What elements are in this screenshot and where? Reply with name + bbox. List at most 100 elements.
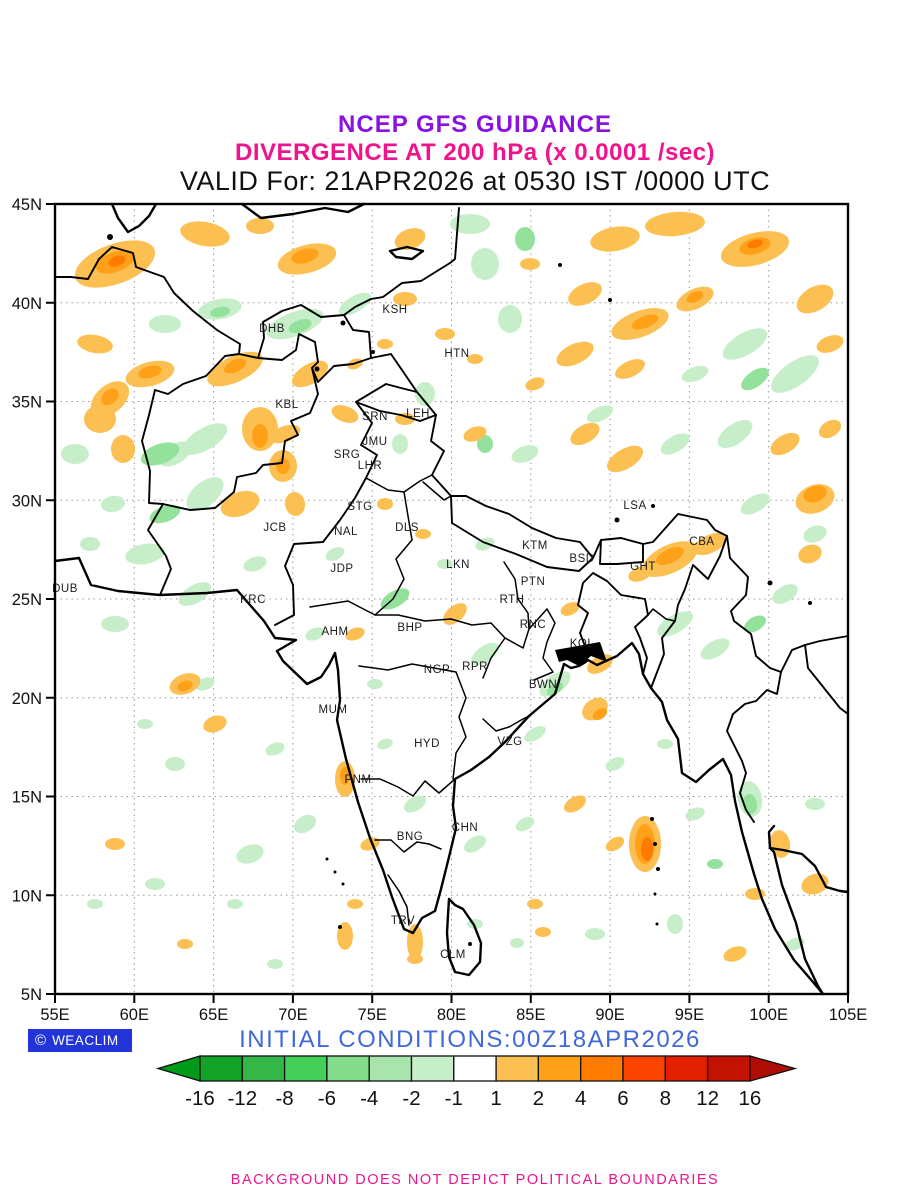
field-blob-g1 xyxy=(667,914,683,934)
y-axis-label: 15N xyxy=(12,789,42,807)
station-label-krc: KRC xyxy=(240,594,266,606)
field-blob-o1 xyxy=(220,490,260,518)
field-blob-o1 xyxy=(525,377,545,391)
field-blob-o3 xyxy=(641,837,653,861)
field-blob-g1 xyxy=(511,445,539,463)
page-title: NCEP GFS GUIDANCE xyxy=(338,111,612,138)
field-blob-g1 xyxy=(700,638,730,660)
field-blob-o1 xyxy=(177,939,193,949)
colorbar-segment xyxy=(537,1055,582,1082)
colorbar-tick-label: 6 xyxy=(617,1087,628,1110)
field-blob-g1 xyxy=(657,611,693,637)
field-blob-g2 xyxy=(744,615,766,633)
station-label-mum: MUM xyxy=(319,704,348,716)
field-blob-o1 xyxy=(443,603,467,625)
field-blob-g1 xyxy=(125,543,165,565)
colorbar-segment xyxy=(410,1055,455,1082)
station-label-lhr: LHR xyxy=(358,460,383,472)
field-blob-g1 xyxy=(87,899,103,909)
colorbar-tick-label: -2 xyxy=(402,1087,420,1110)
field-blob-o1 xyxy=(415,529,431,539)
field-blob-o1 xyxy=(801,873,829,895)
field-blob-g2 xyxy=(477,435,493,453)
field-blob-o1 xyxy=(798,544,822,564)
field-blob-g1 xyxy=(586,405,614,423)
field-blob-g1 xyxy=(415,382,435,406)
station-label-chn: CHN xyxy=(452,822,478,834)
field-blob-g1 xyxy=(165,757,185,771)
station-label-bwn: BWN xyxy=(529,679,557,691)
station-label-dub: DUB xyxy=(52,583,78,595)
field-blob-o1 xyxy=(377,339,393,349)
field-blob-o1 xyxy=(111,435,135,463)
field-blob-g1 xyxy=(803,525,827,543)
y-axis-label: 10N xyxy=(12,887,42,905)
field-blob-g1 xyxy=(338,292,372,316)
colorbar-tick-label: -4 xyxy=(360,1087,378,1110)
field-blob-o1 xyxy=(337,922,353,950)
colorbar-tick-label: -8 xyxy=(275,1087,293,1110)
colorbar-tick-label: 2 xyxy=(533,1087,544,1110)
field-blob-g1 xyxy=(243,556,267,572)
x-axis-label: 60E xyxy=(120,1006,149,1024)
field-blob-g1 xyxy=(149,315,181,333)
station-label-bng: BNG xyxy=(397,831,423,843)
field-blob-o2 xyxy=(252,424,268,448)
field-blob-g1 xyxy=(772,584,798,604)
station-label-srg: SRG xyxy=(334,449,360,461)
field-blob-g1 xyxy=(293,814,317,834)
field-blob-g2 xyxy=(210,306,230,318)
station-label-rth: RTH xyxy=(500,594,525,606)
colorbar-tick-label: 16 xyxy=(738,1087,761,1110)
colorbar-segment xyxy=(706,1055,751,1082)
field-blob-o1 xyxy=(693,532,727,556)
coastline-gulf-of-thailand xyxy=(768,846,850,894)
field-blob-g1 xyxy=(722,328,768,360)
field-blob-o1 xyxy=(463,426,487,442)
colorbar-tick-label: -12 xyxy=(227,1087,257,1110)
field-blob-g1 xyxy=(325,547,345,561)
field-blob-o1 xyxy=(605,836,625,852)
field-blob-g1 xyxy=(717,419,753,449)
field-blob-g1 xyxy=(471,642,499,666)
coastline-malay-peninsula xyxy=(767,824,825,996)
station-label-nal: NAL xyxy=(334,526,358,538)
colorbar-tick-label: 8 xyxy=(660,1087,671,1110)
field-blob-g1 xyxy=(236,844,264,864)
x-axis-label: 80E xyxy=(437,1006,466,1024)
field-blob-o2 xyxy=(592,707,608,721)
coastlines xyxy=(53,202,850,996)
field-blob-o2 xyxy=(656,547,684,565)
field-blob-g1 xyxy=(137,719,153,729)
initial-conditions-line: INITIAL CONDITIONS:00Z18APR2026 xyxy=(239,1026,701,1053)
field-blob-g1 xyxy=(227,899,243,909)
field-blob-o2 xyxy=(177,680,193,692)
y-axis-label: 20N xyxy=(12,690,42,708)
station-label-trv: TRV xyxy=(391,915,415,927)
field-blob-g1 xyxy=(450,214,490,234)
field-blob-o2 xyxy=(101,388,119,406)
colorbar-segment xyxy=(664,1055,709,1082)
station-label-kbl: KBL xyxy=(275,399,298,411)
field-blob-o1 xyxy=(331,405,359,423)
x-axis-label: 90E xyxy=(595,1006,624,1024)
colorbar-tick-label: -6 xyxy=(318,1087,336,1110)
colorbar-segment xyxy=(580,1055,624,1082)
field-blob-g1 xyxy=(605,757,625,771)
field-blob-g1 xyxy=(101,495,125,513)
x-axis-label: 100E xyxy=(749,1006,788,1024)
colorbar-tick-label: 4 xyxy=(575,1087,586,1110)
field-blob-g1 xyxy=(685,807,705,821)
colorbar-segment xyxy=(453,1055,497,1082)
field-blob-o2 xyxy=(340,767,350,785)
colorbar-segment xyxy=(368,1055,413,1082)
station-label-ktm: KTM xyxy=(522,540,548,552)
field-blob-o1 xyxy=(246,218,274,234)
field-blob-g1 xyxy=(805,798,825,810)
coastline-main-asia xyxy=(53,556,825,996)
field-blob-o1 xyxy=(628,566,652,582)
station-label-rpr: RPR xyxy=(462,661,488,673)
